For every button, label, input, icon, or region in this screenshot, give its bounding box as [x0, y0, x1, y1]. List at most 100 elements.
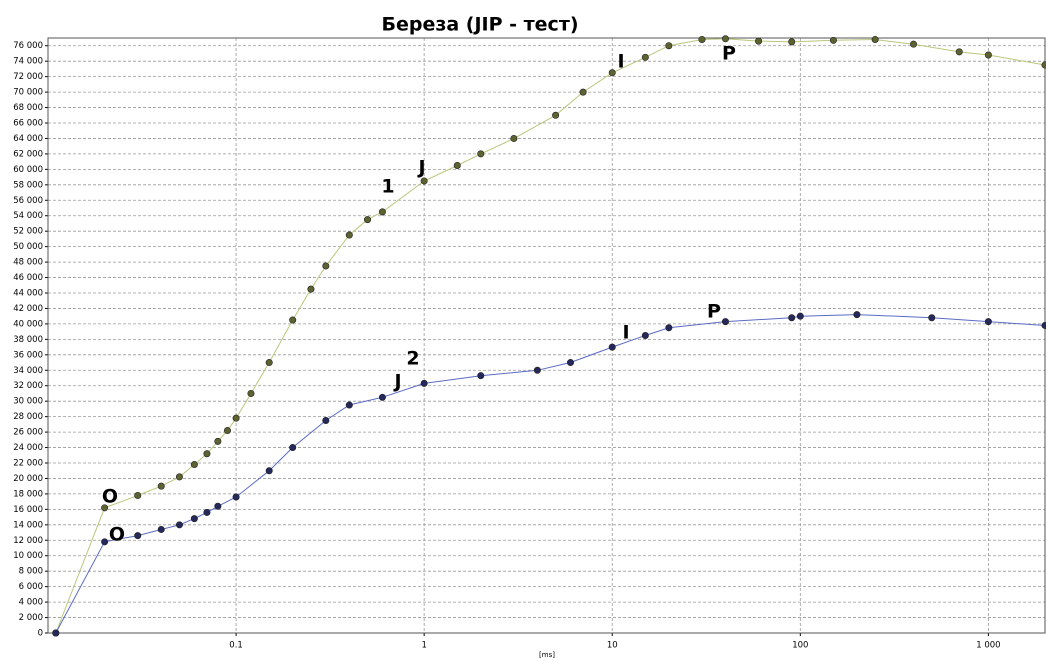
data-point: [665, 42, 673, 50]
annotation: 2: [406, 348, 419, 370]
data-point: [52, 629, 60, 637]
data-point: [788, 314, 796, 322]
data-point: [203, 450, 211, 458]
data-point: [788, 38, 796, 46]
y-tick-label: 32 000: [13, 381, 43, 391]
data-point: [955, 48, 963, 56]
data-point: [721, 318, 729, 326]
data-point: [853, 311, 861, 319]
y-tick-label: 2 000: [19, 613, 43, 623]
data-point: [420, 177, 428, 185]
series-line: [55, 314, 1046, 634]
data-point: [721, 35, 729, 43]
data-point: [829, 36, 837, 44]
y-tick-label: 54 000: [13, 211, 43, 221]
y-tick-label: 52 000: [13, 227, 43, 237]
data-point: [232, 414, 240, 422]
y-tick-label: 70 000: [13, 88, 43, 98]
data-point: [345, 401, 353, 409]
data-point: [289, 444, 297, 452]
annotation: J: [392, 371, 401, 393]
y-tick-label: 76 000: [13, 41, 43, 51]
y-tick-label: 74 000: [13, 57, 43, 67]
data-point: [322, 416, 330, 424]
data-point: [265, 467, 273, 475]
data-point: [175, 473, 183, 481]
data-point: [214, 502, 222, 510]
data-point: [567, 359, 575, 367]
y-tick-label: 16 000: [13, 505, 43, 515]
data-point: [928, 314, 936, 322]
data-point: [289, 316, 297, 324]
data-point: [871, 36, 879, 44]
data-point: [364, 216, 372, 224]
chart-title: Береза (JIP - тест): [381, 14, 578, 36]
x-axis-label: [ms]: [539, 651, 555, 659]
x-tick-label: 1 000: [976, 641, 1000, 651]
annotation: O: [109, 524, 125, 546]
data-point: [223, 427, 231, 435]
data-point: [453, 162, 461, 170]
y-tick-label: 40 000: [13, 319, 43, 329]
data-point: [608, 69, 616, 77]
y-tick-label: 50 000: [13, 242, 43, 252]
data-point: [579, 88, 587, 96]
data-point: [533, 366, 541, 374]
y-tick-label: 36 000: [13, 350, 43, 360]
y-tick-label: 18 000: [13, 489, 43, 499]
x-tick-label: 10: [607, 641, 618, 651]
data-point: [157, 525, 165, 533]
data-point: [641, 53, 649, 61]
data-point: [101, 504, 109, 512]
data-point: [984, 51, 992, 59]
data-point: [1041, 321, 1046, 329]
y-tick-label: 42 000: [13, 304, 43, 314]
y-tick-label: 30 000: [13, 397, 43, 407]
data-point: [134, 491, 142, 499]
y-tick-label: 62 000: [13, 149, 43, 159]
plot-frame: [47, 37, 1046, 634]
y-tick-label: 28 000: [13, 412, 43, 422]
data-point: [190, 515, 198, 523]
y-tick-label: 72 000: [13, 72, 43, 82]
data-point: [232, 493, 240, 501]
data-point: [552, 111, 560, 119]
data-point: [134, 532, 142, 540]
y-tick-label: 0: [38, 629, 43, 639]
y-tick-label: 66 000: [13, 119, 43, 129]
y-tick-label: 20 000: [13, 474, 43, 484]
annotation: I: [617, 51, 624, 73]
annotation: J: [416, 157, 425, 179]
data-point: [203, 508, 211, 516]
y-tick-label: 58 000: [13, 180, 43, 190]
data-point: [510, 134, 518, 142]
data-point: [378, 208, 386, 216]
data-point: [322, 262, 330, 270]
data-point: [378, 393, 386, 401]
y-tick-label: 64 000: [13, 134, 43, 144]
annotation: P: [722, 43, 736, 65]
y-tick-label: 38 000: [13, 335, 43, 345]
annotation: O: [102, 486, 118, 508]
y-tick-label: 34 000: [13, 366, 43, 376]
y-tick-label: 68 000: [13, 103, 43, 113]
data-point: [265, 359, 273, 367]
x-tick-label: 1: [421, 641, 426, 651]
series-line: [55, 38, 1046, 634]
data-point: [247, 389, 255, 397]
data-point: [698, 36, 706, 44]
annotation: I: [622, 322, 629, 344]
data-point: [910, 40, 918, 48]
data-point: [307, 285, 315, 293]
y-tick-label: 14 000: [13, 520, 43, 530]
data-point: [190, 461, 198, 469]
y-tick-label: 26 000: [13, 428, 43, 438]
data-point: [641, 331, 649, 339]
y-tick-label: 6 000: [19, 582, 43, 592]
data-point: [214, 437, 222, 445]
y-tick-label: 48 000: [13, 258, 43, 268]
annotation: P: [707, 301, 721, 323]
data-point: [608, 343, 616, 351]
y-tick-label: 60 000: [13, 165, 43, 175]
data-point: [157, 482, 165, 490]
